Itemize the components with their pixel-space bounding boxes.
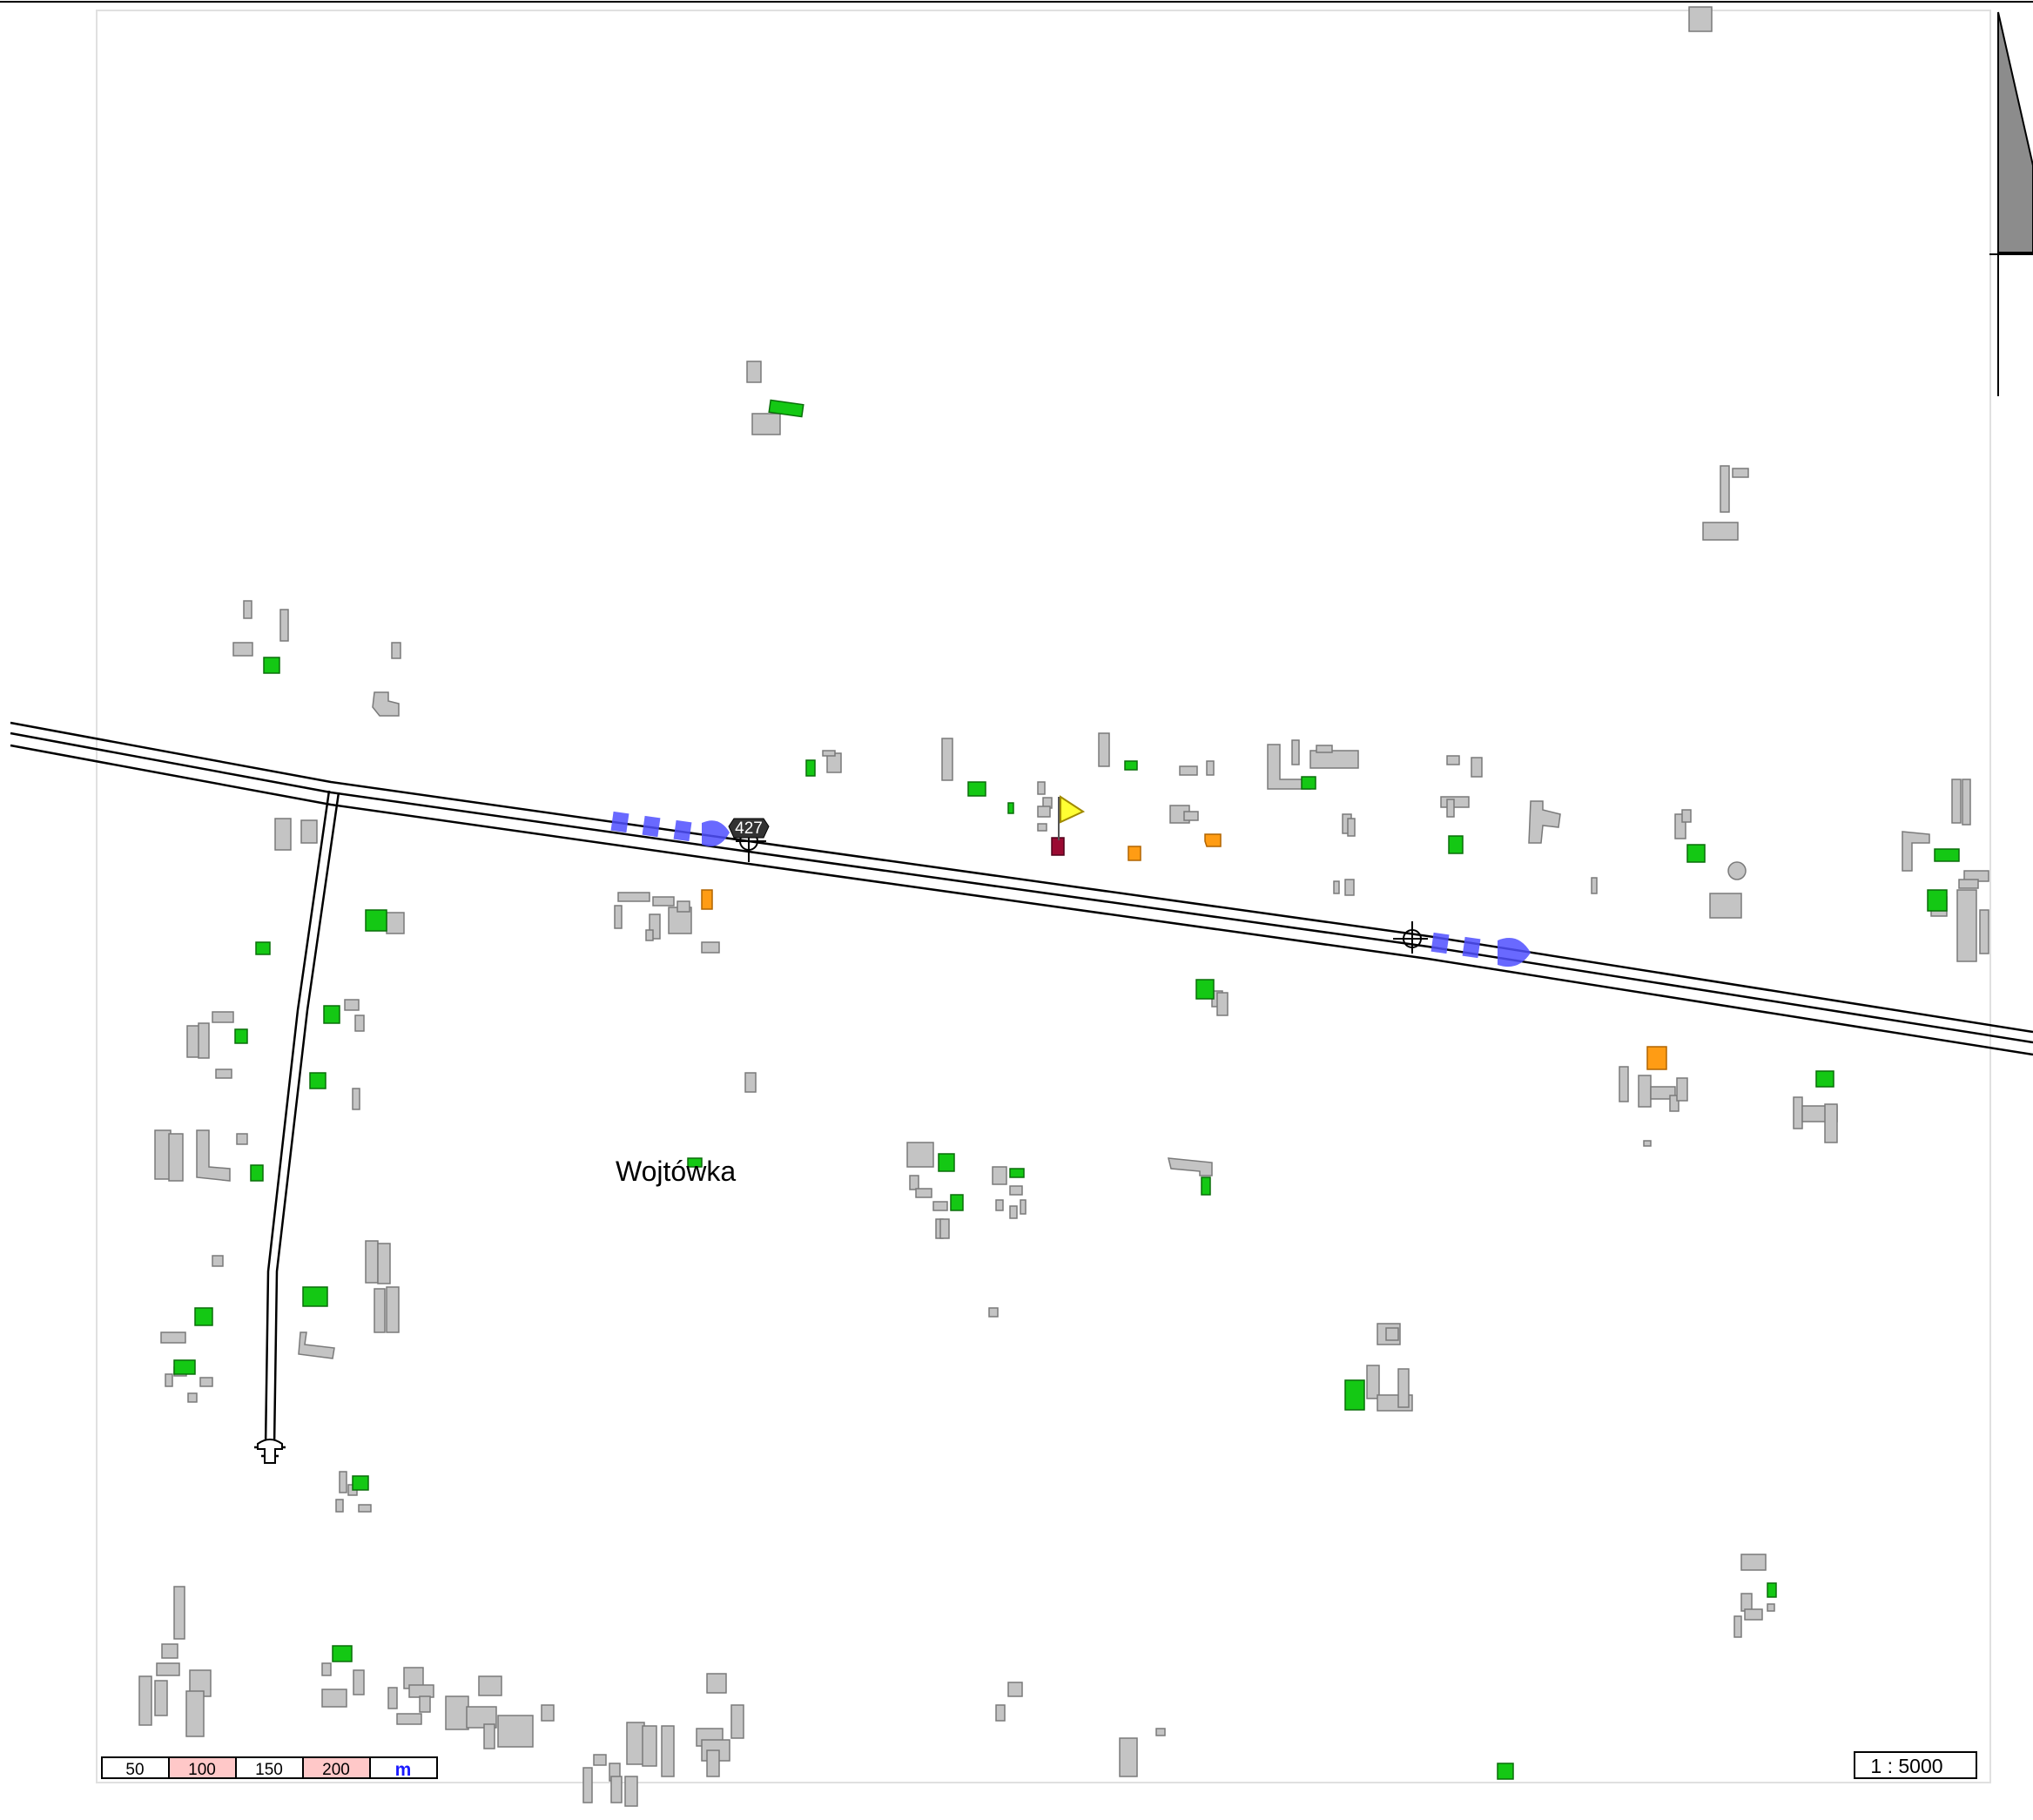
road-number: 427 [735,819,763,838]
buildings-gray [138,6,1989,1807]
scale-unit: m [395,1760,412,1780]
buildings-orange [701,833,1667,1070]
flag-marker-icon[interactable] [1058,795,1086,840]
buildings-green [173,399,1960,1780]
road-end-icon [257,1439,283,1464]
place-label: Wojtówka [616,1156,736,1187]
scale-label-100: 100 [188,1761,216,1779]
scale-label-50: 50 [125,1761,144,1779]
scale-label-200: 200 [322,1761,350,1779]
road-marking-right [1431,932,1531,967]
scale-bar: 50 100 150 200 m [101,1756,438,1780]
side-road [254,790,340,1463]
scale-ratio-text: 1 : 5000 [1870,1755,1942,1777]
main-road [10,721,2033,1056]
road-shield-icon: 427 [728,818,770,839]
crosshair-icon [1393,921,1428,954]
scale-label-150: 150 [255,1761,283,1779]
scale-ratio: 1 : 5000 [1854,1751,1977,1779]
map-frame [96,10,1991,1783]
road-marking-left [610,811,730,847]
north-arrow-icon [1989,11,2033,396]
